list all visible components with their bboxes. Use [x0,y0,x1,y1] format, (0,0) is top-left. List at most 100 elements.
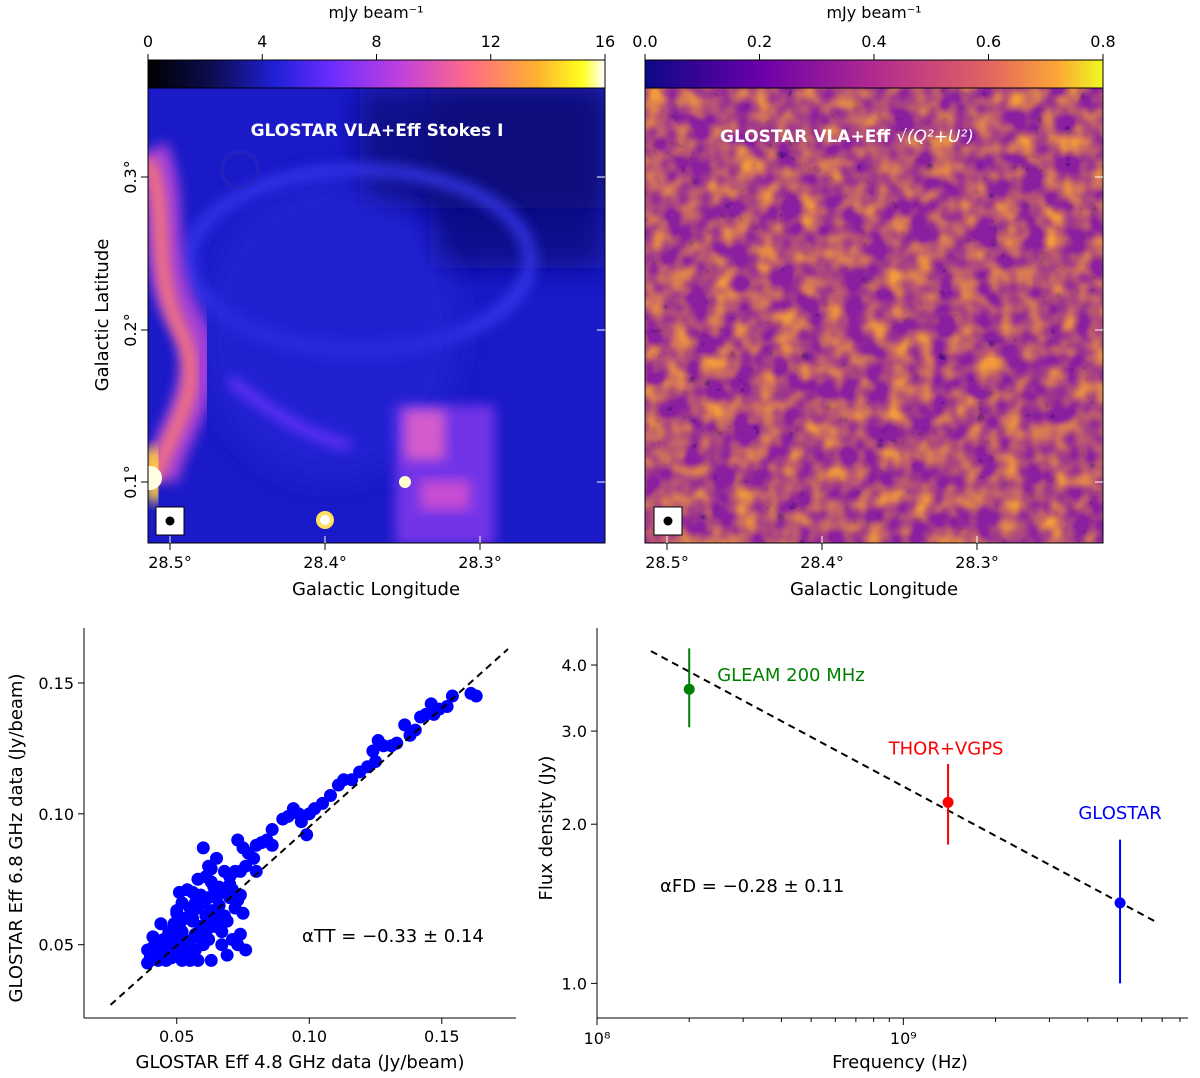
scatter-point [231,833,245,847]
data-point [1114,897,1126,909]
colorbar-polarization: mJy beam⁻¹ 0.0 0.2 0.4 0.6 0.8 [632,3,1116,89]
scatter-point [464,686,478,700]
point-label: GLOSTAR [1078,803,1161,824]
scatter-point [215,925,229,939]
x-axis-label-stokes-i: Galactic Longitude [292,579,460,600]
beam-marker [155,506,185,536]
x-tick-label: 28.4° [303,553,347,572]
x-tick-label: 28.5° [148,553,192,572]
scatter-point [149,938,163,952]
scatter-point [186,885,200,899]
scatter-point [204,917,218,931]
scatter-point [239,943,253,957]
scatter-point [302,807,316,821]
spectrum-annotation: αFD = −0.28 ± 0.11 [660,876,844,897]
point-label: GLEAM 200 MHz [717,665,865,686]
y-axis-label-tt: GLOSTAR Eff 6.8 GHz data (Jy/beam) [6,674,27,1003]
data-point [683,683,695,695]
x-tick-label: 28.3° [955,553,999,572]
y-tick-label: 0.1° [121,465,140,498]
scatter-point [172,885,186,899]
y-tick-label: 0.10 [38,805,74,824]
y-tick-label: 3.0 [562,722,587,741]
colorbar-tick-label: 0.6 [976,32,1001,51]
scatter-point [202,891,216,905]
scatter-point [300,828,314,842]
scatter-point [204,862,218,876]
x-axis-label-tt: GLOSTAR Eff 4.8 GHz data (Jy/beam) [136,1052,465,1073]
colorbar-tick-label: 0 [143,32,153,51]
y-tick-label: 0.05 [38,936,74,955]
scatter-point [445,689,459,703]
scatter-point [141,956,155,970]
scatter-point [215,938,229,952]
colorbar-tick-label: 0.4 [861,32,886,51]
colorbar-tick-label: 16 [595,32,615,51]
polarization-title-text: GLOSTAR VLA+Eff [720,127,890,147]
scatter-point [154,917,168,931]
stokes-i-map [148,88,605,543]
stokes-i-title: GLOSTAR VLA+Eff Stokes I [251,121,504,141]
tt-fit-line [109,648,509,1006]
stokes-i-panel: mJy beam⁻¹ 0 4 8 12 16 GLOSTAR VLA+Eff Stoke… [92,3,615,600]
scatter-point [186,912,200,926]
y-axis-label-spectrum: Flux density (Jy) [536,756,557,901]
x-axis-label-spectrum: Frequency (Hz) [832,1052,968,1073]
x-tick-label: 0.15 [424,1027,460,1046]
y-tick-label: 0.3° [121,160,140,193]
scatter-point [323,789,337,803]
point-label: THOR+VGPS [888,738,1004,759]
scatter-point [414,710,428,724]
beam-marker [653,506,683,536]
scatter-point [215,885,229,899]
colorbar-tick-label: 0.0 [632,32,657,51]
x-tick-label: 28.5° [645,553,689,572]
scatter-point [162,935,176,949]
polarization-panel: mJy beam⁻¹ 0.0 0.2 0.4 0.6 0.8 GLOSTAR VLA+E… [632,3,1115,600]
scatter-point [331,778,345,792]
polarization-title: GLOSTAR VLA+Eff √(Q²+U²) [720,127,974,147]
x-axis-label-polarization: Galactic Longitude [790,579,958,600]
scatter-point [366,744,380,758]
colorbar-tick-label: 0.2 [747,32,772,51]
colorbar-label: mJy beam⁻¹ [328,3,423,22]
scatter-point [249,864,263,878]
scatter-point [220,948,234,962]
polarization-title-math: √(Q²+U²) [896,127,974,147]
scatter-point [276,812,290,826]
tt-plot-panel: 0.05 0.10 0.15 0.05 0.10 0.15 αTT = −0.33 ± 0… [6,628,516,1073]
colorbar-tick-label: 12 [481,32,501,51]
scatter-point [225,883,239,897]
scatter-point [191,953,205,967]
scatter-point [170,904,184,918]
scatter-point [196,841,210,855]
scatter-point [371,734,385,748]
scatter-point [223,870,237,884]
scatter-point [175,940,189,954]
scatter-point [398,718,412,732]
x-tick-label: 0.05 [159,1027,195,1046]
colorbar-label: mJy beam⁻¹ [826,3,921,22]
x-tick-label: 10⁸ [584,1029,611,1048]
polarization-map [645,88,1103,543]
scatter-point [204,953,218,967]
scatter-point [233,927,247,941]
scatter-point [220,914,234,928]
y-tick-label: 4.0 [562,656,587,675]
y-tick-label: 1.0 [562,974,587,993]
scatter-point [236,906,250,920]
tt-annotation: αTT = −0.33 ± 0.14 [302,926,484,947]
colorbar-stokes-i: mJy beam⁻¹ 0 4 8 12 16 [143,3,615,89]
data-point [942,796,954,808]
spectrum-panel: 10⁸ 10⁹ 1.0 2.0 3.0 4.0 GLEAM 200 MHz THOR+VGP… [536,628,1188,1073]
colorbar-tick-label: 0.8 [1090,32,1115,51]
y-axis-label-stokes-i: Galactic Latitude [92,239,113,392]
y-tick-label: 0.2° [121,313,140,346]
scatter-point [231,893,245,907]
x-tick-label: 0.10 [291,1027,327,1046]
scatter-point [353,765,367,779]
scatter-point [424,697,438,711]
scatter-point [249,838,263,852]
scatter-point [202,932,216,946]
